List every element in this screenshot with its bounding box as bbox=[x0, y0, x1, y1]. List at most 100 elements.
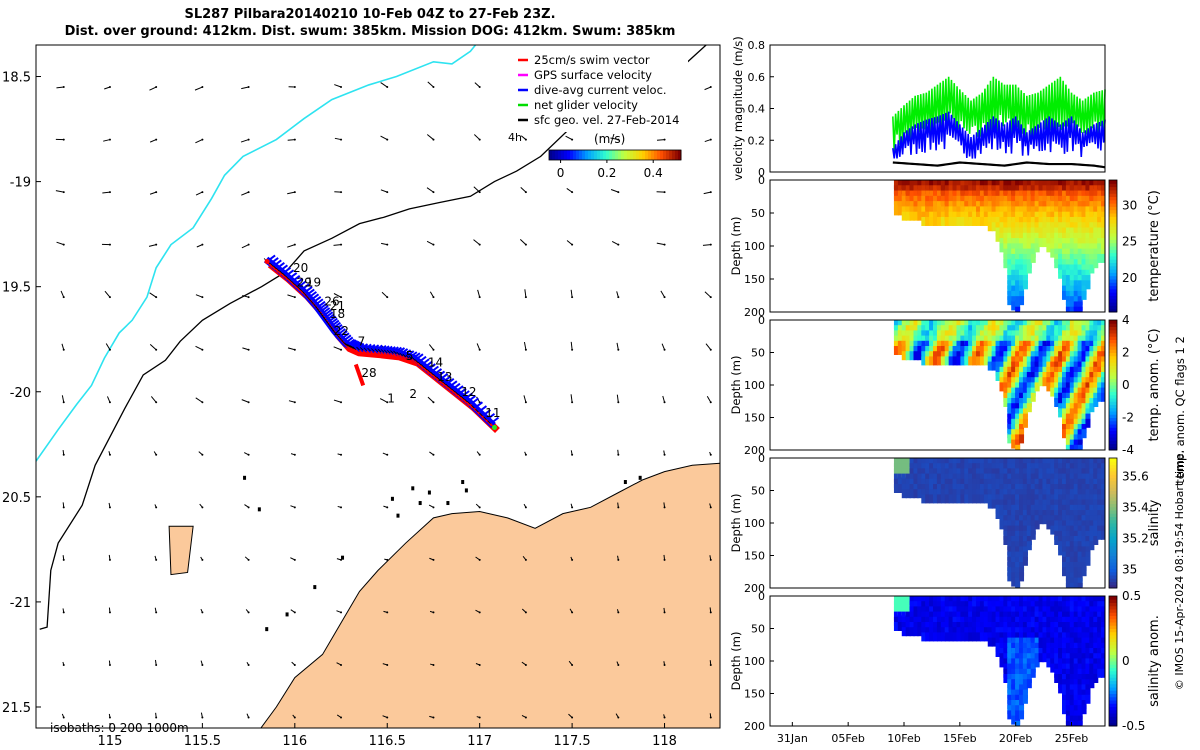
heatmap-cell bbox=[929, 606, 935, 616]
net-velocity-vector bbox=[427, 369, 431, 373]
heatmap-cell bbox=[925, 320, 931, 329]
colorbar-cell bbox=[633, 150, 637, 160]
side-colorbar-tick-label: 35 bbox=[1122, 562, 1137, 576]
heatmap-cell bbox=[1030, 632, 1036, 642]
heatmap-cell bbox=[1077, 658, 1083, 668]
heatmap-cell bbox=[1065, 484, 1071, 493]
heatmap-cell bbox=[940, 601, 946, 611]
heatmap-cell bbox=[1003, 668, 1009, 678]
heatmap-cell bbox=[1073, 541, 1079, 551]
geo-velocity-arrow-head bbox=[62, 348, 65, 351]
heatmap-cell bbox=[897, 616, 903, 626]
colorbar-units: (m/s) bbox=[594, 132, 625, 146]
heatmap-cell bbox=[1077, 201, 1083, 211]
heatmap-cell bbox=[1042, 632, 1048, 642]
heatmap-cell bbox=[1022, 606, 1028, 616]
heatmap-cell bbox=[1085, 372, 1091, 381]
heatmap-cell bbox=[933, 606, 939, 616]
colorbar-cell bbox=[654, 150, 658, 160]
heatmap-cell bbox=[940, 468, 946, 478]
heatmap-cell bbox=[940, 340, 946, 350]
heatmap-cell bbox=[1101, 642, 1105, 652]
heatmap-cell bbox=[1089, 515, 1095, 525]
heatmap-cell bbox=[1022, 346, 1028, 355]
heatmap-cell bbox=[1058, 232, 1064, 242]
geo-velocity-arrow-head bbox=[709, 401, 712, 404]
heatmap-cell bbox=[1022, 515, 1028, 525]
heatmap-cell bbox=[1077, 679, 1083, 689]
heatmap-cell bbox=[1019, 616, 1025, 626]
heatmap-cell bbox=[913, 606, 919, 616]
heatmap-cell bbox=[1038, 222, 1044, 232]
heatmap-cell bbox=[917, 180, 923, 189]
heatmap-cell bbox=[936, 330, 942, 340]
heatmap-cell bbox=[1038, 232, 1044, 242]
heatmap-cell bbox=[1015, 206, 1021, 216]
heatmap-cell bbox=[929, 320, 935, 329]
heatmap-cell bbox=[952, 616, 958, 626]
heatmap-cell bbox=[897, 185, 903, 195]
depth-tick-label: 100 bbox=[744, 655, 765, 668]
heatmap-cell bbox=[1050, 494, 1056, 504]
side-colorbar-cell bbox=[1109, 670, 1117, 675]
heatmap-cell bbox=[1093, 180, 1099, 189]
heatmap-cell bbox=[1007, 216, 1013, 226]
heatmap-cell bbox=[1081, 632, 1087, 642]
heatmap-cell bbox=[893, 484, 899, 493]
heatmap-cell bbox=[1097, 351, 1103, 361]
heatmap-cell bbox=[1062, 504, 1068, 514]
heatmap-cell bbox=[983, 484, 989, 493]
heatmap-cell bbox=[1034, 463, 1040, 473]
heatmap-cell bbox=[1069, 227, 1075, 237]
current-vector bbox=[284, 269, 295, 277]
geo-velocity-arrow bbox=[241, 191, 249, 196]
heatmap-cell bbox=[1019, 222, 1025, 232]
net-velocity-vector bbox=[420, 364, 425, 368]
heatmap-cell bbox=[893, 206, 899, 216]
heatmap-cell bbox=[1065, 572, 1071, 582]
heatmap-cell bbox=[913, 325, 919, 335]
colorbar-cell bbox=[573, 150, 577, 160]
heatmap-cell bbox=[1073, 211, 1079, 221]
heatmap-cell bbox=[1007, 689, 1013, 699]
heatmap-cell bbox=[1015, 606, 1021, 616]
credit-label: © IMOS 15-Apr-2024 08:19:54 Hobart time. bbox=[1173, 450, 1186, 690]
heatmap-cell bbox=[1069, 684, 1075, 694]
heatmap-cell bbox=[1069, 296, 1075, 306]
heatmap-cell bbox=[1065, 642, 1071, 652]
heatmap-cell bbox=[1101, 335, 1105, 345]
geo-velocity-arrow-head bbox=[386, 611, 389, 614]
heatmap-cell bbox=[929, 206, 935, 216]
heatmap-cells bbox=[893, 596, 1105, 726]
heatmap-cell bbox=[1073, 705, 1079, 715]
heatmap-cell bbox=[952, 601, 958, 611]
geo-velocity-arrow bbox=[428, 344, 434, 351]
heatmap-cell bbox=[925, 606, 931, 616]
heatmap-cell bbox=[1046, 201, 1052, 211]
heatmap-cell bbox=[1093, 536, 1099, 545]
heatmap-cell bbox=[1077, 248, 1083, 258]
heatmap-cell bbox=[1089, 211, 1095, 221]
heatmap-cell bbox=[1101, 478, 1105, 488]
heatmap-cell bbox=[995, 201, 1001, 211]
heatmap-cell bbox=[1015, 301, 1021, 311]
heatmap-cell bbox=[1019, 408, 1025, 418]
heatmap-cell bbox=[1022, 392, 1028, 402]
geo-velocity-arrow-head bbox=[709, 453, 712, 456]
heatmap-cell bbox=[1019, 694, 1025, 704]
heatmap-cell bbox=[1058, 525, 1064, 535]
heatmap-cell bbox=[1011, 556, 1017, 566]
heatmap-cell bbox=[1034, 335, 1040, 345]
heatmap-cell bbox=[1065, 351, 1071, 361]
heatmap-cell bbox=[1054, 637, 1060, 647]
heatmap-cell bbox=[1093, 484, 1099, 493]
heatmap-cell bbox=[991, 351, 997, 361]
heatmap-cell bbox=[1097, 468, 1103, 478]
heatmap-cell bbox=[960, 325, 966, 335]
side-colorbar-tick-label: -2 bbox=[1122, 411, 1134, 425]
heatmap-cell bbox=[976, 458, 982, 467]
heatmap-cell bbox=[1003, 227, 1009, 237]
heatmap-cell bbox=[1069, 658, 1075, 668]
heatmap-cell bbox=[1101, 520, 1105, 530]
heatmap-cell bbox=[1069, 238, 1075, 248]
